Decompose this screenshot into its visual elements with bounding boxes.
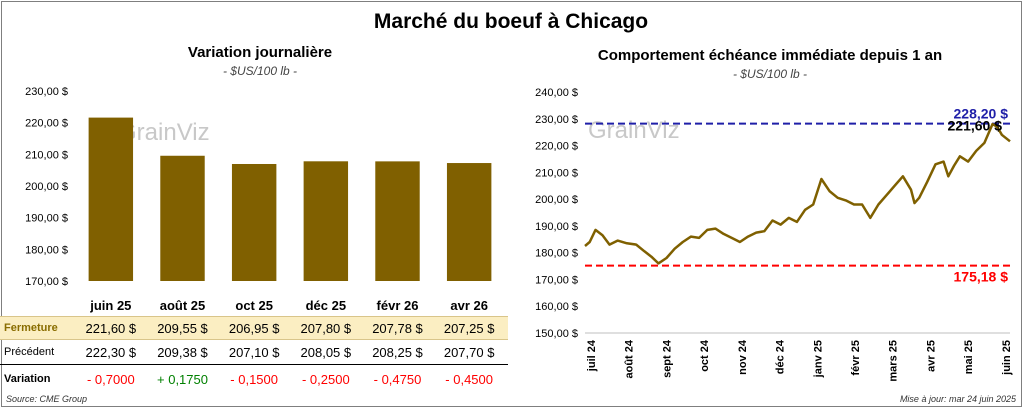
previous-cell: 208,25 $ <box>372 345 423 360</box>
bar <box>303 161 349 281</box>
y-tick-label: 190,00 $ <box>25 213 68 225</box>
x-tick-label: oct 25 <box>235 298 273 313</box>
previous-cell: 207,70 $ <box>443 345 495 360</box>
y-tick-label: 210,00 $ <box>25 149 68 161</box>
y-tick-label: 220,00 $ <box>25 118 68 130</box>
bar-chart: 170,00 $ 180,00 $ 190,00 $ 200,00 $ 210,00 $… <box>25 86 492 313</box>
close-cell: 207,78 $ <box>372 321 423 336</box>
table-row-variation: Variation - 0,7000 + 0,1750 - 0,1500 - 0,25… <box>0 368 508 392</box>
table-row-previous: Précédent 222,30 $ 209,38 $ 207,10 $ 208,05… <box>0 341 508 365</box>
bar <box>160 155 205 281</box>
previous-row-label: Précédent <box>4 346 55 358</box>
variation-cell: - 0,7000 <box>86 372 135 387</box>
previous-cell: 209,38 $ <box>157 345 208 360</box>
right-chart-title: Comportement échéance immédiate depuis 1… <box>597 47 943 64</box>
variation-cell: - 0,4500 <box>445 372 493 387</box>
x-tick-label: juin 25 <box>89 298 131 313</box>
y-tick-label: 230,00 $ <box>25 86 68 98</box>
variation-cell: - 0,4750 <box>373 372 422 387</box>
variation-row-label: Variation <box>4 373 51 385</box>
bar <box>231 163 277 281</box>
page-title: Marché du boeuf à Chicago <box>373 10 649 33</box>
bar <box>375 161 420 281</box>
previous-cell: 222,30 $ <box>85 345 137 360</box>
close-cell: 221,60 $ <box>85 321 137 336</box>
x-tick-label: avr 26 <box>450 298 488 313</box>
x-tick-label: août 25 <box>160 298 206 313</box>
left-chart-subtitle: - $US/100 lb - <box>222 64 298 78</box>
close-row-label: Fermeture <box>4 322 58 334</box>
previous-cell: 207,10 $ <box>228 345 280 360</box>
close-cell: 206,95 $ <box>228 321 280 336</box>
close-cell: 209,55 $ <box>157 321 208 336</box>
y-tick-label: 180,00 $ <box>25 244 68 256</box>
y-tick-label: 200,00 $ <box>25 181 68 193</box>
variation-cell: - 0,2500 <box>301 372 350 387</box>
x-tick-label: déc 25 <box>306 298 346 313</box>
close-cell: 207,25 $ <box>443 321 495 336</box>
right-chart-subtitle: - $US/100 lb - <box>732 67 808 81</box>
bar <box>446 163 492 281</box>
watermark-text: GrainViz <box>118 119 210 146</box>
x-tick-label: févr 26 <box>377 298 419 313</box>
source-note: Source: CME Group <box>6 394 88 404</box>
variation-cell: + 0,1750 <box>157 372 208 387</box>
table-row-close: Fermeture 221,60 $ 209,55 $ 206,95 $ 207,80… <box>0 316 508 340</box>
y-tick-label: 170,00 $ <box>25 276 68 288</box>
bar <box>88 117 134 281</box>
left-chart-title: Variation journalière <box>187 44 333 61</box>
update-note: Mise à jour: mar 24 juin 2025 <box>899 394 1016 404</box>
close-cell: 207,80 $ <box>300 321 352 336</box>
previous-cell: 208,05 $ <box>300 345 352 360</box>
variation-cell: - 0,1500 <box>230 372 278 387</box>
